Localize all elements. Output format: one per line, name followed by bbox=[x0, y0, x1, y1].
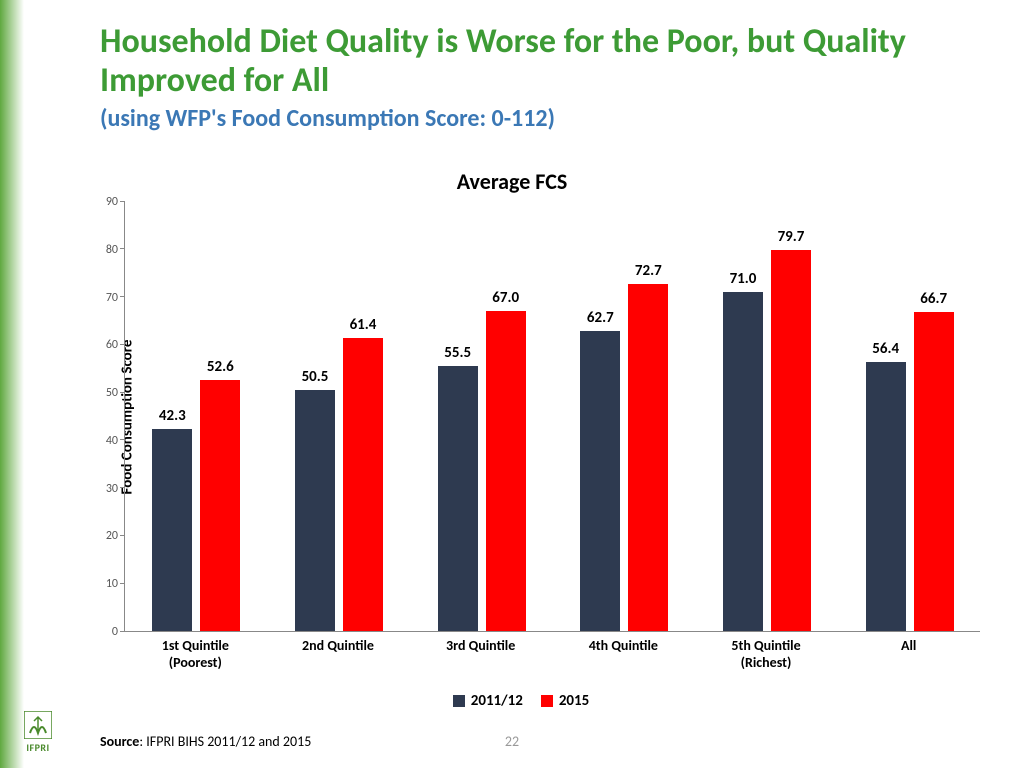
bar-value-label: 52.6 bbox=[195, 358, 245, 376]
legend-swatch bbox=[453, 695, 465, 707]
legend: 2011/12 2015 bbox=[0, 692, 1024, 710]
bar-value-label: 79.7 bbox=[766, 228, 816, 246]
bar-value-label: 66.7 bbox=[909, 290, 959, 308]
bar-series2 bbox=[486, 311, 526, 631]
category-label: 3rd Quintile bbox=[416, 638, 546, 655]
category-label: 2nd Quintile bbox=[273, 638, 403, 655]
category-label: 4th Quintile bbox=[558, 638, 688, 655]
chart-title: Average FCS bbox=[0, 168, 1024, 195]
y-tick-label: 20 bbox=[88, 529, 118, 543]
y-tick-label: 70 bbox=[88, 291, 118, 305]
bar-series2 bbox=[771, 250, 811, 631]
legend-label: 2011/12 bbox=[471, 692, 523, 710]
y-tick-label: 0 bbox=[88, 625, 118, 639]
bar-series1 bbox=[866, 362, 906, 631]
bar-value-label: 42.3 bbox=[147, 407, 197, 425]
y-tick-label: 40 bbox=[88, 434, 118, 448]
source-citation: Source: IFPRI BIHS 2011/12 and 2015 bbox=[100, 733, 311, 750]
bar-series1 bbox=[295, 390, 335, 631]
y-tick-label: 30 bbox=[88, 482, 118, 496]
bar-series2 bbox=[200, 380, 240, 631]
bar-series2 bbox=[628, 284, 668, 631]
bar-value-label: 67.0 bbox=[481, 289, 531, 307]
bar-series1 bbox=[438, 366, 478, 631]
category-label: 5th Quintile(Richest) bbox=[701, 638, 831, 672]
bar-value-label: 71.0 bbox=[718, 270, 768, 288]
bar-series1 bbox=[580, 331, 620, 631]
plot-area: 42.3 52.6 50.5 61.4 55.5 67.0 62.7 72.7 71.0 79.7… bbox=[124, 202, 980, 632]
page-title: Household Diet Quality is Worse for the … bbox=[100, 22, 980, 100]
category-label: All bbox=[844, 638, 974, 655]
bar-series1 bbox=[152, 429, 192, 631]
y-tick-label: 90 bbox=[88, 195, 118, 209]
bar-chart: Food Consumption Score 42.352.650.561.45… bbox=[100, 202, 980, 632]
y-tick-label: 10 bbox=[88, 577, 118, 591]
legend-swatch bbox=[541, 695, 553, 707]
bar-value-label: 62.7 bbox=[575, 309, 625, 327]
category-label: 1st Quintile(Poorest) bbox=[130, 638, 260, 672]
bar-value-label: 72.7 bbox=[623, 262, 673, 280]
source-label: Source bbox=[100, 733, 139, 750]
y-tick-label: 50 bbox=[88, 386, 118, 400]
page-subtitle: (using WFP's Food Consumption Score: 0-1… bbox=[100, 104, 980, 133]
source-text: : IFPRI BIHS 2011/12 and 2015 bbox=[139, 733, 311, 750]
bar-series2 bbox=[914, 312, 954, 631]
bar-value-label: 55.5 bbox=[433, 344, 483, 362]
bar-value-label: 61.4 bbox=[338, 316, 388, 334]
bar-series1 bbox=[723, 292, 763, 631]
bar-series2 bbox=[343, 338, 383, 631]
y-tick-label: 60 bbox=[88, 338, 118, 352]
accent-bar bbox=[0, 0, 24, 768]
bar-value-label: 50.5 bbox=[290, 368, 340, 386]
y-tick-label: 80 bbox=[88, 243, 118, 257]
logo-text: IFPRI bbox=[20, 741, 56, 754]
bar-value-label: 56.4 bbox=[861, 340, 911, 358]
legend-label: 2015 bbox=[559, 692, 589, 710]
ifpri-logo: IFPRI bbox=[20, 711, 56, 754]
header: Household Diet Quality is Worse for the … bbox=[100, 22, 980, 133]
